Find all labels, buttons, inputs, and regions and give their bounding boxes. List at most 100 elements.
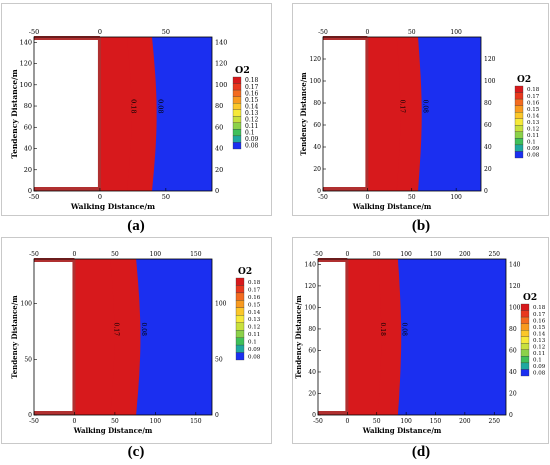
- x-top-tick-label: 250: [489, 251, 501, 258]
- caption-c: (c): [127, 444, 145, 460]
- y-tick-label: 40: [24, 145, 32, 153]
- legend-swatch: [232, 142, 242, 150]
- legend-label: 0.09: [245, 136, 259, 143]
- right-y-tick-label: 100: [509, 304, 521, 311]
- x-tick-label: -50: [29, 418, 39, 425]
- legend-label: 0.16: [248, 295, 261, 301]
- legend-swatch: [514, 85, 524, 93]
- legend-swatch: [235, 300, 245, 308]
- source-region: [318, 259, 348, 415]
- legend-swatch: [514, 151, 524, 159]
- x-top-tick-label: -50: [318, 29, 328, 36]
- y-axis-title: Tendency Distance/m: [10, 295, 19, 379]
- legend-swatch: [235, 285, 245, 294]
- x-top-tick-label: -50: [29, 251, 39, 258]
- legend-title: O2: [238, 267, 252, 277]
- x-tick-label: 0: [98, 193, 102, 201]
- x-tick-label: -50: [318, 194, 328, 201]
- x-top-tick-label: -50: [29, 28, 39, 36]
- legend-swatch: [235, 315, 245, 323]
- legend-label: 0.13: [248, 317, 261, 323]
- chart-c: 0.17 0.08-50-5000505010010015015005010005…: [10, 251, 261, 435]
- legend-label: 0.12: [245, 117, 259, 124]
- legend-label: 0.15: [245, 97, 259, 104]
- y-axis-title: Tendency Distance/m: [10, 69, 19, 158]
- source-region: [323, 37, 368, 191]
- legend-swatch: [235, 344, 245, 353]
- legend-swatch: [232, 89, 242, 97]
- contour-label: 0.17: [398, 100, 405, 114]
- legend-swatch: [232, 109, 242, 117]
- legend-label: 0.11: [533, 351, 545, 357]
- x-top-tick-label: 150: [190, 251, 202, 258]
- y-tick-label: 40: [313, 144, 321, 151]
- legend-label: 0.15: [248, 302, 261, 308]
- x-tick-label: 100: [150, 418, 162, 425]
- legend-label: 0.13: [533, 338, 546, 344]
- legend-label: 0.17: [248, 287, 261, 293]
- y-tick-label: 140: [305, 261, 317, 268]
- chart-panel-c: 0.17 0.08 -50 -50 0 0 50 50 100 100 150 150 0 50 100 0 5…: [1, 237, 272, 444]
- contour-label: 0.18: [130, 99, 138, 113]
- legend-swatch: [235, 352, 245, 361]
- legend-label: 0.11: [527, 133, 539, 139]
- y-tick-label: 120: [305, 283, 317, 290]
- x-tick-label: 200: [459, 418, 471, 425]
- right-y-tick-label: 20: [215, 166, 223, 174]
- legend-label: 0.1: [245, 130, 255, 137]
- right-y-tick-label: 120: [509, 283, 521, 290]
- legend-label: 0.1: [533, 358, 542, 364]
- y-tick-label: 120: [20, 60, 32, 68]
- legend-swatch: [232, 122, 242, 130]
- legend-swatch: [514, 98, 524, 106]
- legend-swatch: [514, 125, 524, 132]
- wall-right: [365, 37, 369, 191]
- legend-label: 0.16: [245, 90, 259, 97]
- x-top-tick-label: 100: [150, 251, 162, 258]
- legend-swatch: [232, 96, 242, 104]
- legend-label: 0.08: [248, 355, 261, 361]
- wall-bottom: [323, 187, 368, 191]
- legend-swatch: [520, 310, 530, 318]
- y-tick-label: 50: [24, 356, 32, 363]
- y-tick-label: 120: [310, 56, 322, 63]
- x-axis-title: Walking Distance/m: [352, 202, 432, 211]
- legend-swatch: [520, 336, 530, 344]
- legend-title: O2: [523, 293, 537, 303]
- legend-swatch: [232, 76, 242, 84]
- legend-label: 0.08: [533, 371, 546, 377]
- x-top-tick-label: 50: [162, 28, 170, 36]
- contour-label: 0.17: [113, 323, 120, 337]
- x-tick-label: 150: [430, 418, 442, 425]
- x-axis-title: Walking Distance/m: [73, 426, 153, 435]
- legend-swatch: [514, 131, 524, 139]
- wall-top: [323, 36, 368, 40]
- legend-label: 0.14: [527, 113, 540, 119]
- legend-label: 0.13: [527, 120, 540, 126]
- legend-swatch: [514, 118, 524, 126]
- wall-right: [72, 259, 76, 415]
- legend-swatch: [235, 307, 245, 316]
- caption-b: (b): [411, 218, 431, 234]
- y-tick-label: 60: [308, 347, 316, 354]
- legend-swatch: [232, 135, 242, 143]
- legend-swatch: [235, 337, 245, 346]
- right-y-tick-label: 140: [509, 261, 521, 268]
- y-axis-title: Tendency Distance/m: [294, 295, 303, 379]
- legend-swatch: [514, 112, 524, 119]
- legend-swatch: [232, 129, 242, 137]
- legend-swatch: [520, 323, 530, 331]
- x-top-tick-label: 150: [430, 251, 442, 258]
- y-tick-label: 40: [308, 369, 316, 376]
- legend-label: 0.14: [245, 103, 259, 110]
- x-top-tick-label: 0: [345, 251, 349, 258]
- right-y-tick-label: 0: [484, 188, 488, 195]
- x-top-tick-label: 0: [98, 28, 102, 36]
- x-top-tick-label: 0: [73, 251, 77, 258]
- x-top-tick-label: 100: [400, 251, 412, 258]
- right-y-tick-label: 40: [215, 145, 223, 153]
- source-region: [34, 37, 100, 191]
- right-y-tick-label: 0: [215, 187, 219, 195]
- legend-label: 0.08: [245, 143, 259, 150]
- x-tick-label: 50: [111, 418, 119, 425]
